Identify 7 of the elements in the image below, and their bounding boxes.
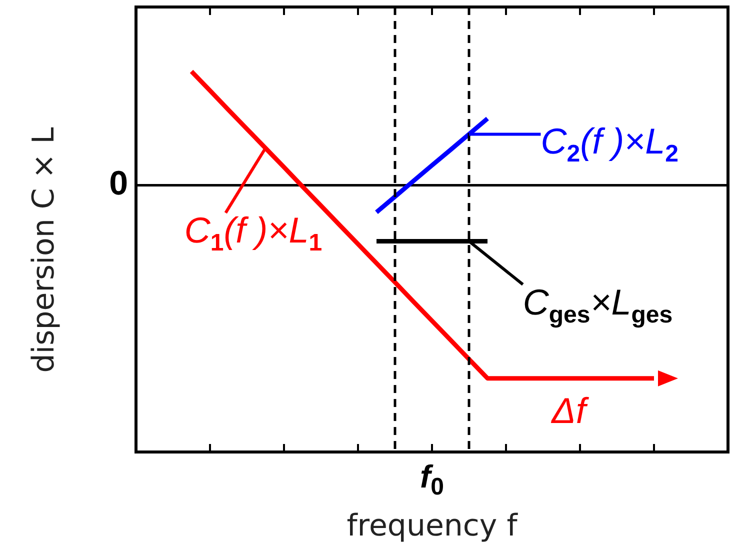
annotation: C$_{2}$(f )×L$_{2}$ [540,120,678,168]
annotation: C$_{1}$(f )×L$_{1}$ [184,210,322,257]
annotation: C$_{ges}$×L$_{ges}$ [522,281,673,329]
text: f$_{0}$ [420,458,444,501]
x-axis-title: frequency f [346,508,518,544]
y-axis-title: dispersion C × L [26,126,62,372]
ref-line-label: 0 [109,164,128,203]
